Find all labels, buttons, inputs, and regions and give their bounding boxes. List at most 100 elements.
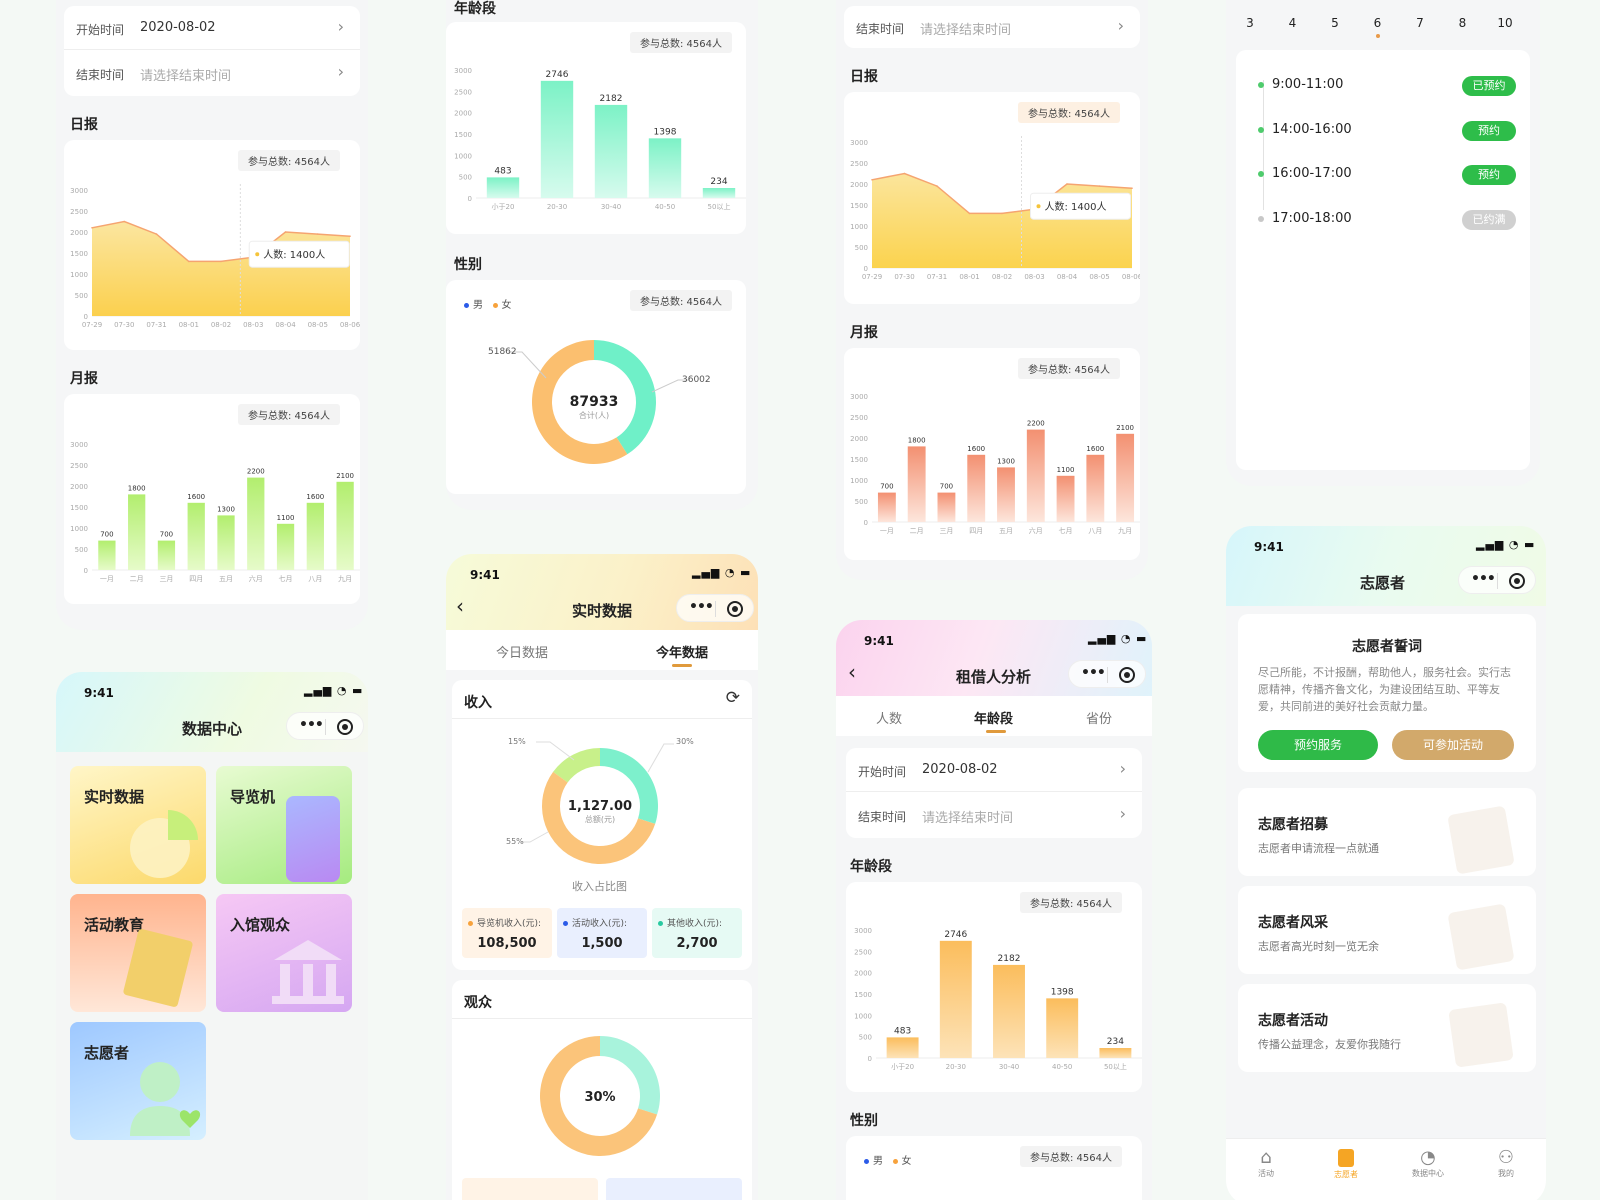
more-icon[interactable]: ••• bbox=[689, 599, 714, 615]
date-filter-card: 开始时间 2020-08-02 › 结束时间 请选择结束时间 › bbox=[846, 748, 1142, 838]
close-target-icon[interactable] bbox=[1509, 573, 1525, 589]
end-time-card[interactable]: 结束时间 请选择结束时间 › bbox=[844, 6, 1140, 48]
data-point bbox=[871, 179, 873, 181]
more-icon[interactable]: ••• bbox=[1471, 571, 1496, 587]
data-point bbox=[155, 233, 158, 235]
mini-program-capsule[interactable]: ••• bbox=[1068, 660, 1146, 688]
phone-age-gender: 年龄段 参与总数: 4564人 0 500 1000 1500 2000 2500 3000… bbox=[446, 0, 758, 510]
tile-realtime-data[interactable]: 实时数据 bbox=[70, 766, 206, 884]
book-slot-button[interactable]: 已预约 bbox=[1462, 76, 1516, 96]
area-fill bbox=[872, 173, 1132, 268]
phone-report-green: 开始时间 2020-08-02 › 结束时间 请选择结束时间 › 日报 参与总数… bbox=[56, 0, 368, 630]
data-point bbox=[91, 227, 93, 229]
close-target-icon[interactable] bbox=[727, 601, 743, 617]
bar bbox=[907, 446, 926, 522]
start-time-row[interactable]: 开始时间 2020-08-02 › bbox=[64, 6, 360, 50]
tab-today[interactable]: 今日数据 bbox=[496, 646, 549, 661]
tile-visitors[interactable]: 入馆观众 bbox=[216, 894, 352, 1012]
close-target-icon[interactable] bbox=[337, 719, 353, 735]
day-item[interactable]: 5 bbox=[1331, 16, 1339, 30]
slice-percent-label: 15% bbox=[508, 737, 526, 746]
age-chart-card: 参与总数: 4564人 0 500 1000 1500 2000 2500 3000 483 小… bbox=[446, 22, 746, 234]
close-target-icon[interactable] bbox=[1119, 667, 1135, 683]
day-item[interactable]: 6 bbox=[1373, 16, 1382, 30]
data-point bbox=[284, 231, 287, 233]
more-icon[interactable]: ••• bbox=[299, 717, 324, 733]
x-tick-label: 08-05 bbox=[1089, 273, 1109, 281]
y-tick-label: 2500 bbox=[70, 462, 88, 470]
phone-volunteer: 9:41 ▂▄▆ ◔ ▬ 志愿者 ••• 志愿者誓词 尽己所能，不计报酬，帮助他… bbox=[1226, 526, 1546, 1200]
day-item[interactable]: 10 bbox=[1497, 16, 1513, 30]
volunteer-recruit-card[interactable]: 志愿者招募 志愿者申请流程一点就通 bbox=[1238, 788, 1536, 876]
tab-province[interactable]: 省份 bbox=[1086, 712, 1113, 727]
data-label: 2100 bbox=[1116, 424, 1134, 432]
income-stat-guide: 导览机收入(元): 108,500 bbox=[462, 908, 552, 958]
day-item[interactable]: 8 bbox=[1458, 16, 1467, 30]
tab-this-year[interactable]: 今年数据 bbox=[656, 646, 709, 661]
day-item[interactable]: 4 bbox=[1288, 16, 1297, 30]
mini-program-capsule[interactable]: ••• bbox=[676, 594, 754, 622]
audience-card: 观众 30% bbox=[452, 980, 752, 1200]
data-label: 234 bbox=[710, 177, 727, 187]
daily-title: 日报 bbox=[70, 117, 98, 133]
tabbar-item-data-center[interactable]: ◔ 数据中心 bbox=[1400, 1147, 1456, 1179]
total-badge: 参与总数: 4564人 bbox=[1018, 102, 1120, 123]
day-item[interactable]: 7 bbox=[1416, 16, 1424, 30]
x-tick-label: 08-05 bbox=[308, 321, 328, 329]
oath-card: 志愿者誓词 尽己所能，不计报酬，帮助他人，服务社会。实行志愿精神，传播齐鲁文化，… bbox=[1238, 614, 1536, 772]
leader-line bbox=[651, 379, 690, 393]
volunteer-activity-card[interactable]: 志愿者活动 传播公益理念，友爱你我随行 bbox=[1238, 984, 1536, 1072]
age-chart-card: 参与总数: 4564人 0 500 1000 1500 2000 2500 3000 483 小… bbox=[846, 882, 1142, 1092]
data-label: 1600 bbox=[1086, 445, 1104, 453]
back-icon[interactable]: ‹ bbox=[848, 660, 856, 684]
tooltip-text: 人数: 1400人 bbox=[263, 248, 325, 261]
y-tick-label: 2500 bbox=[454, 88, 472, 96]
phone-schedule: 3 4 5 6 7 8 10 9:00-11:00 已预约 14:00-16:00 预约 16:00-… bbox=[1226, 0, 1540, 486]
x-tick-label: 08-06 bbox=[1122, 273, 1140, 281]
volunteer-showcase-card[interactable]: 志愿者风采 志愿者高光时刻一览无余 bbox=[1238, 886, 1536, 974]
tab-count[interactable]: 人数 bbox=[876, 712, 903, 727]
book-slot-button[interactable]: 已约满 bbox=[1462, 209, 1516, 230]
y-tick-label: 500 bbox=[855, 244, 868, 252]
leader-line bbox=[520, 831, 549, 843]
mini-program-capsule[interactable]: ••• bbox=[286, 712, 364, 740]
tile-volunteer[interactable]: 志愿者 bbox=[70, 1022, 206, 1140]
bar bbox=[967, 454, 986, 522]
book-slot-button[interactable]: 预约 bbox=[1462, 120, 1516, 141]
daily-chart-card: 参与总数: 4564人 0 500 1000 1500 2000 2500 3000 07-2… bbox=[64, 140, 360, 350]
bar bbox=[247, 477, 265, 570]
status-time: 9:41 bbox=[470, 568, 500, 582]
back-icon[interactable]: ‹ bbox=[456, 594, 464, 618]
end-time-row[interactable]: 结束时间 请选择结束时间 › bbox=[846, 793, 1142, 837]
more-icon[interactable]: ••• bbox=[1081, 665, 1106, 681]
bar bbox=[187, 502, 205, 570]
book-service-button[interactable]: 预约服务 bbox=[1258, 730, 1378, 760]
tabbar-item-activity[interactable]: ⌂ 活动 bbox=[1246, 1147, 1286, 1179]
flag-icon bbox=[1448, 1002, 1514, 1068]
mini-program-capsule[interactable]: ••• bbox=[1458, 566, 1536, 594]
join-activity-button[interactable]: 可参加活动 bbox=[1392, 730, 1514, 760]
x-tick-label: 一月 bbox=[880, 527, 894, 535]
x-tick-label: 30-40 bbox=[999, 1063, 1019, 1071]
bar bbox=[306, 502, 324, 570]
bar bbox=[1046, 998, 1079, 1058]
book-slot-button[interactable]: 预约 bbox=[1462, 165, 1516, 185]
day-item[interactable]: 3 bbox=[1246, 16, 1254, 30]
signal-battery-icon: ▂▄▆ ◔ ▬ bbox=[1088, 632, 1148, 645]
tile-activity-education[interactable]: 活动教育 bbox=[70, 894, 206, 1012]
tabbar-item-volunteer[interactable]: 志愿者 bbox=[1326, 1147, 1366, 1180]
tab-age-group[interactable]: 年龄段 bbox=[974, 712, 1014, 727]
donut-slice bbox=[540, 1036, 658, 1156]
x-tick-label: 八月 bbox=[308, 575, 322, 583]
tabbar-item-mine[interactable]: ⚇ 我的 bbox=[1486, 1147, 1526, 1179]
selected-day-dot bbox=[1375, 34, 1380, 38]
tile-guide-device[interactable]: 导览机 bbox=[216, 766, 352, 884]
time-slot-row: 16:00-17:00 预约 bbox=[1246, 163, 1530, 187]
refresh-icon[interactable]: ⟳ bbox=[725, 688, 740, 708]
end-time-row[interactable]: 结束时间 请选择结束时间 › bbox=[64, 51, 360, 95]
tabbar-label: 我的 bbox=[1498, 1169, 1514, 1178]
donut-total: 87933 bbox=[570, 394, 619, 410]
data-label: 2100 bbox=[336, 472, 354, 480]
start-time-row[interactable]: 开始时间 2020-08-02 › bbox=[846, 748, 1142, 792]
